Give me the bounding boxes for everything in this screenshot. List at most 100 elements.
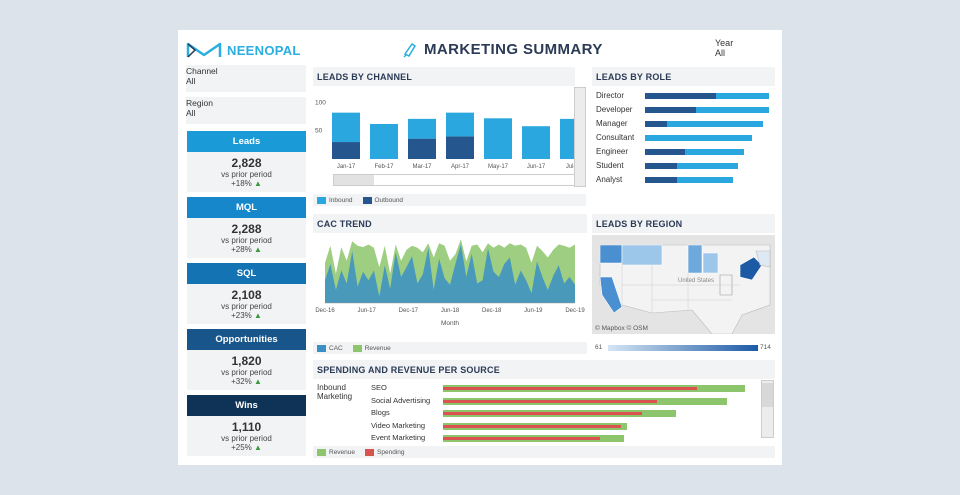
role-row[interactable]: Analyst — [596, 174, 766, 185]
channel-bar-outbound[interactable] — [408, 138, 436, 159]
region-wisconsin[interactable] — [702, 252, 719, 274]
role-bar-outbound[interactable] — [645, 107, 696, 113]
year-filter-value[interactable]: All — [715, 48, 726, 58]
role-bar-inbound[interactable] — [645, 107, 769, 113]
role-label: Manager — [596, 119, 628, 128]
channel-bar-inbound[interactable] — [370, 123, 398, 159]
legend-spending-label: Spending — [377, 448, 405, 456]
spend-source-label: Event Marketing — [371, 433, 426, 442]
region-filter-value[interactable]: All — [186, 108, 196, 118]
spend-bar-spending[interactable] — [443, 399, 658, 403]
kpi-title: SQL — [187, 263, 306, 284]
channel-bar-inbound[interactable] — [560, 118, 575, 159]
kpi-title: Wins — [187, 395, 306, 416]
leads-by-region-map[interactable]: United States © Mapbox © OSM — [592, 235, 775, 334]
region-california[interactable] — [599, 276, 623, 314]
page-title: MARKETING SUMMARY — [403, 41, 603, 58]
channel-bar-outbound[interactable] — [332, 142, 360, 159]
up-arrow-icon: ▲ — [254, 245, 262, 254]
cac-series-cac[interactable] — [325, 244, 575, 304]
legend-item-inbound: Inbound — [317, 196, 353, 204]
spend-bar-spending[interactable] — [443, 387, 697, 390]
channel-bar-outbound[interactable] — [446, 136, 474, 159]
kpi-card-opportunities[interactable]: Opportunities 1,820 vs prior period +32% ▲ — [187, 329, 306, 390]
role-row[interactable]: Consultant — [596, 132, 766, 143]
kpi-body: 2,108 vs prior period +23% ▲ — [187, 284, 306, 324]
cac-trend-header: CAC TREND — [313, 214, 587, 233]
role-bar-inbound[interactable] — [645, 135, 752, 141]
spending-header: SPENDING AND REVENUE PER SOURCE — [313, 360, 775, 379]
region-minnesota[interactable] — [687, 244, 703, 274]
role-row[interactable]: Manager — [596, 118, 766, 129]
cac-trend-legend: CAC Revenue — [313, 342, 587, 354]
region-filter[interactable]: Region All — [186, 97, 306, 124]
scale-max-label: 714 — [760, 344, 771, 351]
kpi-card-leads[interactable]: Leads 2,828 vs prior period +18% ▲ — [187, 131, 306, 192]
leads-by-role-header: LEADS BY ROLE — [592, 67, 775, 86]
role-row[interactable]: Student — [596, 160, 766, 171]
role-row[interactable]: Director — [596, 90, 769, 101]
role-bar-outbound[interactable] — [645, 163, 678, 169]
channel-chart-scrollbar[interactable] — [574, 87, 586, 187]
region-washington[interactable] — [599, 244, 623, 264]
kpi-subtitle: vs prior period — [221, 302, 272, 311]
role-bar-outbound[interactable] — [645, 121, 668, 127]
cac-xtick-label: Jun-19 — [524, 308, 543, 314]
role-bar-outbound[interactable] — [645, 149, 685, 155]
kpi-card-mql[interactable]: MQL 2,288 vs prior period +28% ▲ — [187, 197, 306, 258]
role-bar-inbound[interactable] — [645, 149, 745, 155]
role-label: Student — [596, 161, 624, 170]
kpi-body: 2,828 vs prior period +18% ▲ — [187, 152, 306, 192]
region-filter-label: Region — [186, 98, 213, 108]
region-color-scale: 61 714 — [592, 343, 775, 353]
leads-by-channel-legend: Inbound Outbound — [313, 194, 586, 206]
brand-name: NEENOPAL — [227, 42, 301, 58]
legend-item-outbound: Outbound — [362, 196, 404, 204]
channel-xtick-label: Jun-17 — [527, 164, 546, 170]
channel-chart-h-scrollbar[interactable] — [333, 174, 575, 186]
spend-bar-spending[interactable] — [443, 437, 601, 440]
kpi-title: MQL — [187, 197, 306, 218]
h-scroll-thumb[interactable] — [334, 175, 374, 185]
kpi-value: 2,828 — [231, 156, 262, 170]
spend-source-label: SEO — [371, 383, 387, 392]
channel-bar-inbound[interactable] — [332, 112, 360, 143]
leads-by-channel-header: LEADS BY CHANNEL — [313, 67, 575, 86]
kpi-value: 2,108 — [231, 288, 262, 302]
region-montana[interactable] — [621, 244, 663, 266]
spend-bar-spending[interactable] — [443, 412, 643, 415]
channel-bar-inbound[interactable] — [522, 126, 550, 159]
region-new-york[interactable] — [739, 256, 763, 281]
role-bar-outbound[interactable] — [645, 93, 716, 99]
cac-xtick-label: Jun-18 — [441, 308, 460, 314]
spend-bar-spending[interactable] — [443, 424, 622, 428]
kpi-change-value: +18% — [231, 179, 252, 188]
channel-filter-value[interactable]: All — [186, 76, 196, 86]
channel-bar-inbound[interactable] — [408, 118, 436, 139]
kpi-card-sql[interactable]: SQL 2,108 vs prior period +23% ▲ — [187, 263, 306, 324]
spending-scroll-thumb[interactable] — [762, 383, 773, 407]
role-bar-inbound[interactable] — [645, 163, 738, 169]
year-filter[interactable]: Year All — [715, 38, 733, 58]
role-label: Developer — [596, 105, 633, 114]
spending-scrollbar[interactable] — [761, 380, 774, 438]
role-label: Director — [596, 91, 625, 100]
legend-outbound-label: Outbound — [374, 196, 404, 204]
channel-filter[interactable]: Channel All — [186, 65, 306, 92]
role-bar-outbound[interactable] — [645, 177, 678, 183]
kpi-title: Opportunities — [187, 329, 306, 350]
role-row[interactable]: Engineer — [596, 146, 766, 157]
channel-ytick-label: 100 — [315, 99, 326, 106]
leads-by-channel-chart: 100 50 Jan-17 Feb-17 Mar-17 Apr-17 May-17 Jun-1… — [315, 99, 575, 170]
channel-xtick-label: Jul-17 — [566, 164, 575, 170]
channel-xtick-label: May-17 — [488, 164, 509, 170]
channel-bar-inbound[interactable] — [484, 118, 512, 159]
role-bar-inbound[interactable] — [645, 121, 763, 127]
role-row[interactable]: Developer — [596, 104, 769, 115]
spend-source-label: Social Advertising — [371, 395, 431, 405]
cac-xtick-label: Dec-18 — [482, 308, 502, 314]
kpi-card-wins[interactable]: Wins 1,110 vs prior period +25% ▲ — [187, 395, 306, 456]
kpi-value: 1,820 — [231, 354, 262, 368]
role-bar-inbound[interactable] — [645, 177, 734, 183]
channel-bar-inbound[interactable] — [446, 112, 474, 137]
